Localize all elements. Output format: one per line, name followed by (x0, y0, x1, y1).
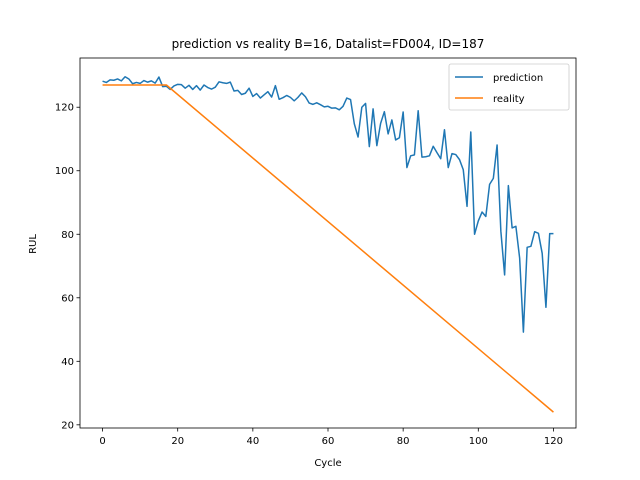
x-tick-label: 80 (397, 436, 410, 447)
series-layer (102, 75, 554, 413)
y-tick-label: 120 (55, 103, 74, 114)
y-tick-label: 60 (61, 293, 74, 304)
y-axis-label: RUL (28, 234, 39, 254)
x-tick-label: 60 (322, 436, 335, 447)
y-axis: 20 40 60 80 100 120 (55, 103, 80, 431)
x-tick-label: 0 (99, 436, 105, 447)
legend-label-reality: reality (493, 94, 525, 105)
x-axis-label: Cycle (314, 458, 341, 469)
chart-title: prediction vs reality B=16, Datalist=FD0… (172, 37, 485, 51)
plot-frame (79, 57, 577, 429)
series-line-reality (102, 84, 554, 413)
x-tick-label: 40 (246, 436, 259, 447)
x-tick-label: 100 (469, 436, 488, 447)
y-tick-label: 80 (61, 230, 74, 241)
x-tick-label: 120 (544, 436, 563, 447)
y-tick-label: 20 (61, 420, 74, 431)
legend: prediction reality (448, 63, 570, 111)
x-tick-label: 20 (171, 436, 184, 447)
series-line-prediction (102, 75, 554, 333)
x-axis: 0 20 40 60 80 100 120 (99, 428, 563, 447)
y-tick-label: 40 (61, 357, 74, 368)
legend-label-prediction: prediction (493, 73, 543, 84)
y-tick-label: 100 (55, 166, 74, 177)
